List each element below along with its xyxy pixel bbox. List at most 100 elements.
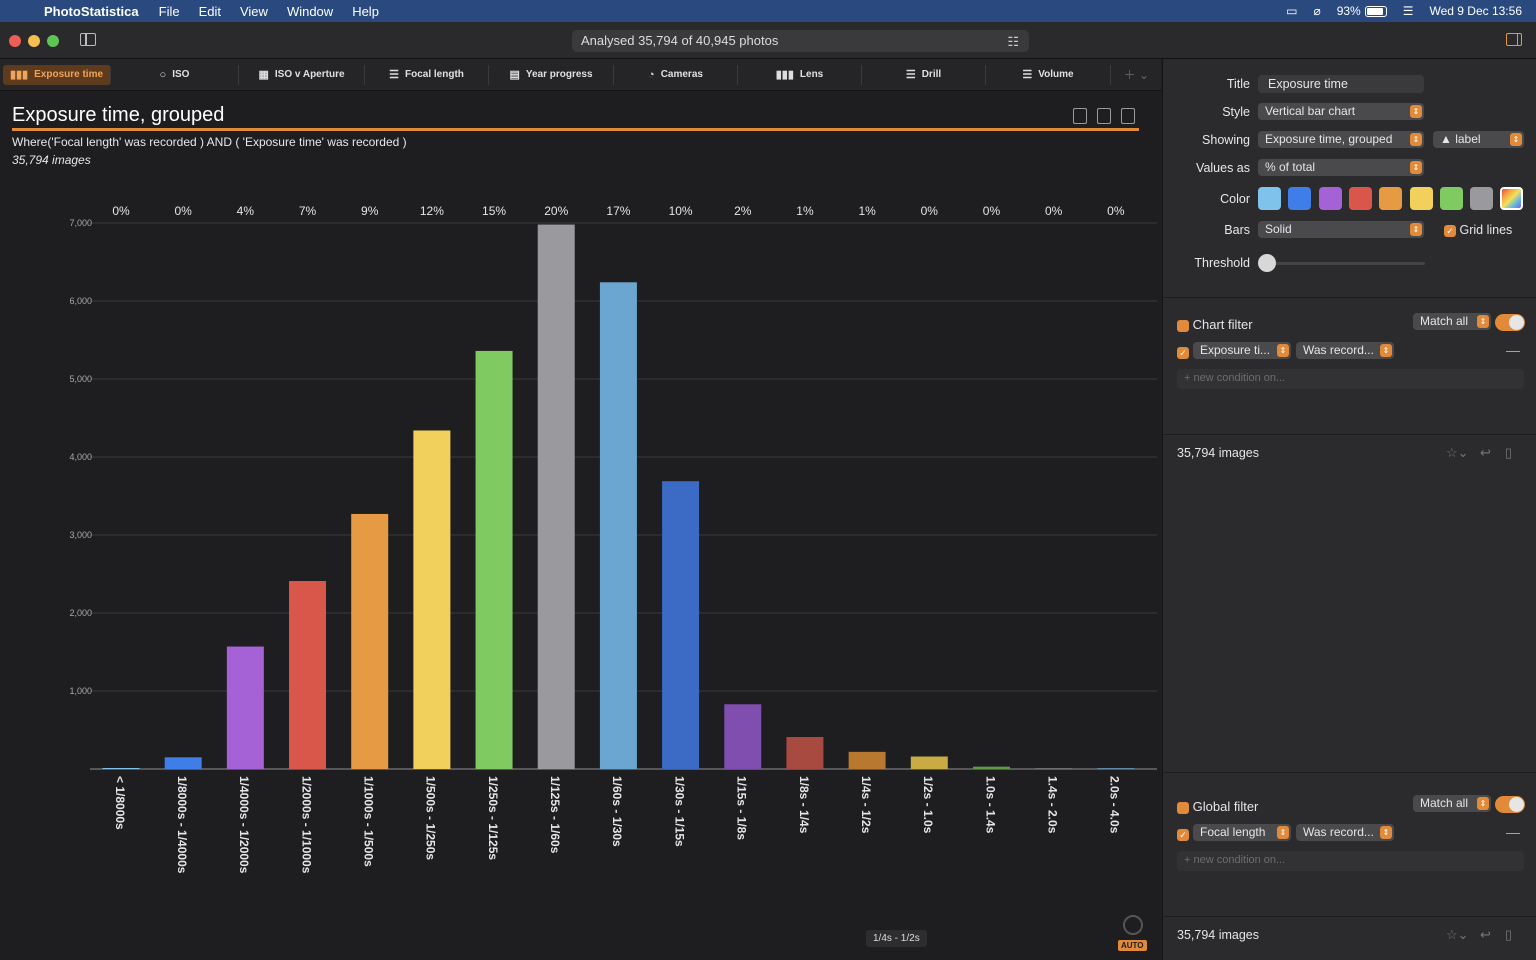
title-field[interactable]: Exposure time — [1258, 75, 1424, 93]
reveal-icon[interactable]: ↩ — [1480, 927, 1491, 942]
display-icon[interactable]: ▭ — [1286, 4, 1298, 18]
color-swatch[interactable] — [1348, 187, 1372, 210]
bar[interactable] — [164, 757, 202, 769]
showing-value: Exposure time, grouped — [1265, 132, 1393, 146]
export-document-icon[interactable]: ▯ — [1505, 927, 1513, 942]
tab-volume[interactable]: ☰ Volume — [986, 64, 1111, 85]
new-condition-popup[interactable]: + new condition on... — [1177, 851, 1524, 871]
bar[interactable] — [786, 737, 824, 769]
showing-popup[interactable]: Exposure time, grouped ⇕ — [1258, 131, 1424, 148]
color-swatch[interactable] — [1288, 187, 1312, 210]
new-condition-popup[interactable]: + new condition on... — [1177, 369, 1524, 389]
values-as-popup[interactable]: % of total ⇕ — [1258, 159, 1424, 176]
export-document-icon[interactable]: ▯ — [1505, 445, 1513, 460]
divider — [1163, 916, 1536, 917]
checkbox-mixed-icon[interactable] — [1177, 801, 1189, 814]
bar-chart[interactable]: 1,000 2,000 3,000 4,000 5,000 6,000 7,000 0% < 1… — [0, 92, 1161, 912]
bar[interactable] — [226, 646, 264, 769]
bar[interactable] — [910, 756, 948, 769]
sidebar-toggle-icon[interactable] — [80, 33, 96, 46]
bar[interactable] — [102, 768, 140, 769]
analysis-status: Analysed 35,794 of 40,945 photos ☷ — [572, 30, 1029, 52]
tab-label: ISO — [172, 69, 190, 80]
color-swatch[interactable] — [1439, 187, 1463, 210]
bar[interactable] — [848, 751, 886, 769]
threshold-slider-knob[interactable] — [1258, 254, 1276, 272]
tab-iso[interactable]: ○ ISO — [111, 64, 239, 85]
percent-label: 0% — [983, 204, 1001, 218]
global-filter-toggle[interactable] — [1495, 796, 1525, 813]
bar[interactable] — [537, 224, 575, 769]
bar[interactable] — [599, 282, 637, 769]
export-document-icon[interactable] — [1121, 108, 1135, 124]
menu-window[interactable]: Window — [286, 3, 334, 19]
tab-lens[interactable]: ▮▮▮ Lens — [738, 64, 862, 85]
menu-file[interactable]: File — [158, 3, 180, 19]
tab-year-progress[interactable]: ▤ Year progress — [489, 64, 614, 85]
threshold-track[interactable] — [1267, 262, 1425, 265]
tab-exposure-time[interactable]: ▮▮▮ Exposure time — [3, 64, 111, 85]
chevron-updown-icon: ⇕ — [1380, 344, 1392, 357]
color-swatch[interactable] — [1379, 187, 1403, 210]
checkbox-checked-icon[interactable]: ✓ — [1177, 346, 1189, 359]
inspector-toggle-icon[interactable] — [1506, 33, 1522, 46]
custom-color-swatch[interactable] — [1500, 187, 1523, 210]
control-center-icon[interactable]: ☰ — [1402, 4, 1414, 18]
tab-cameras[interactable]: ◔ Cameras — [614, 64, 738, 85]
grid-lines-toggle[interactable]: ✓ Grid lines — [1444, 223, 1512, 237]
favorite-star-icon[interactable]: ☆⌄ — [1446, 445, 1469, 460]
bar[interactable] — [351, 513, 389, 769]
menu-help[interactable]: Help — [352, 3, 379, 19]
wifi-off-icon[interactable]: ⌀ — [1313, 4, 1321, 18]
app-menu[interactable]: PhotoStatistica — [44, 3, 139, 19]
condition-field-value: Focal length — [1200, 825, 1266, 839]
remove-condition-button[interactable]: — — [1506, 824, 1520, 840]
menu-clock[interactable]: Wed 9 Dec 13:56 — [1429, 4, 1522, 18]
chart-filter-toggle[interactable] — [1495, 314, 1525, 331]
sort-value: ▲ label — [1440, 132, 1481, 146]
checkbox-checked-icon[interactable]: ✓ — [1444, 224, 1456, 237]
chart-filter-match-popup[interactable]: Match all ⇕ — [1413, 313, 1491, 330]
color-swatch[interactable] — [1318, 187, 1342, 210]
bar[interactable] — [662, 481, 700, 769]
checkbox-mixed-icon[interactable] — [1177, 319, 1189, 332]
checkbox-checked-icon[interactable]: ✓ — [1177, 828, 1189, 841]
bar[interactable] — [724, 704, 762, 769]
share-icon[interactable] — [1073, 108, 1087, 124]
condition-field-popup[interactable]: Exposure ti... ⇕ — [1193, 342, 1291, 359]
tab-iso-v-aperture[interactable]: ▦ ISO v Aperture — [239, 64, 365, 85]
zoom-window-button[interactable] — [47, 35, 59, 47]
reveal-icon[interactable]: ↩ — [1480, 445, 1491, 460]
bar[interactable] — [1097, 768, 1135, 769]
minimize-window-button[interactable] — [28, 35, 40, 47]
bars-popup[interactable]: Solid ⇕ — [1258, 221, 1424, 238]
remove-condition-button[interactable]: — — [1506, 342, 1520, 358]
condition-operator-popup[interactable]: Was record... ⇕ — [1296, 824, 1394, 841]
battery-status[interactable]: 93% — [1337, 4, 1387, 18]
close-window-button[interactable] — [9, 35, 21, 47]
percent-label: 0% — [1045, 204, 1063, 218]
menu-view[interactable]: View — [239, 3, 268, 19]
menu-edit[interactable]: Edit — [198, 3, 221, 19]
style-popup[interactable]: Vertical bar chart ⇕ — [1258, 103, 1424, 120]
bar[interactable] — [289, 581, 327, 769]
auto-refresh-icon[interactable] — [1123, 915, 1143, 935]
bar[interactable] — [1035, 768, 1073, 769]
favorite-star-icon[interactable]: ☆⌄ — [1446, 927, 1469, 942]
auto-badge[interactable]: AUTO — [1118, 940, 1147, 951]
color-swatch[interactable] — [1258, 187, 1281, 210]
global-filter-match-popup[interactable]: Match all ⇕ — [1413, 795, 1491, 812]
bar[interactable] — [413, 430, 451, 769]
sliders-icon[interactable]: ☷ — [1007, 34, 1019, 49]
add-tab-button[interactable]: ＋ ⌄ — [1123, 68, 1149, 82]
color-swatch[interactable] — [1409, 187, 1433, 210]
condition-operator-popup[interactable]: Was record... ⇕ — [1296, 342, 1394, 359]
tab-focal-length[interactable]: ☰ Focal length — [365, 64, 489, 85]
bar[interactable] — [972, 766, 1010, 769]
save-image-icon[interactable] — [1097, 108, 1111, 124]
color-swatch[interactable] — [1470, 187, 1494, 210]
tab-drill[interactable]: ☰ Drill — [862, 64, 986, 85]
condition-field-popup[interactable]: Focal length ⇕ — [1193, 824, 1291, 841]
sort-popup[interactable]: ▲ label ⇕ — [1433, 131, 1524, 148]
bar[interactable] — [475, 350, 513, 769]
